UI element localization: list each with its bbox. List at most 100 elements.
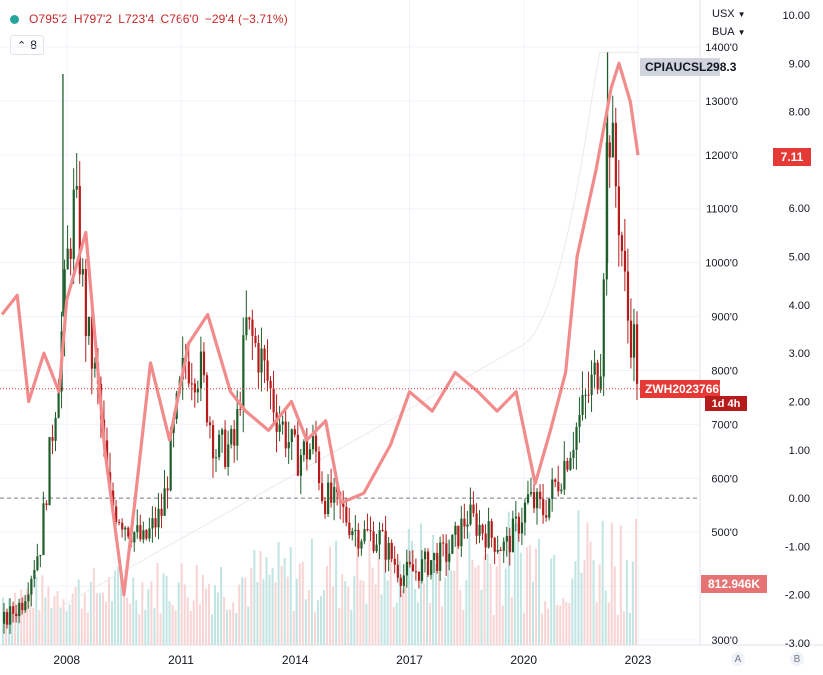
candle-body — [254, 335, 257, 343]
candle-body — [539, 491, 542, 500]
price-tick-label: 1400'0 — [705, 42, 738, 54]
volume-bar — [56, 591, 59, 645]
volume-bar — [353, 575, 356, 645]
cpi-value: 298.3 — [706, 60, 737, 74]
candle-body — [408, 561, 412, 565]
volume-bar — [580, 572, 583, 645]
candle-body — [81, 269, 84, 275]
volume-bar — [465, 579, 468, 645]
volume-bar — [422, 583, 425, 645]
candle-body — [272, 388, 275, 413]
volume-bar — [613, 566, 616, 645]
volume-bar — [368, 540, 371, 645]
volume-bar — [450, 570, 453, 645]
candle-body — [160, 508, 163, 516]
candle-body — [72, 189, 75, 259]
candle-body — [139, 525, 142, 540]
indicator-visibility-button[interactable]: ⌃ 8 — [10, 35, 44, 55]
volume-bar — [532, 581, 534, 645]
volume-bar — [292, 611, 295, 645]
candle-body — [402, 575, 405, 586]
percent-tick-label: 4.00 — [789, 300, 810, 312]
volume-bar — [323, 590, 326, 645]
volume-bar — [553, 554, 556, 645]
candle-body — [205, 375, 209, 423]
volume-bar — [598, 564, 601, 645]
volume-bar — [435, 563, 438, 645]
candle-body — [84, 269, 87, 337]
candle-body — [6, 612, 9, 625]
volume-bar — [189, 610, 192, 645]
volume-bar — [398, 560, 401, 645]
auto-scale-button[interactable]: A — [731, 652, 745, 666]
candle-body — [584, 394, 587, 396]
volume-bar — [416, 602, 419, 645]
candle-body — [314, 435, 318, 452]
unit-selector[interactable]: BUA ▼ — [712, 26, 746, 38]
volume-bar — [95, 593, 98, 645]
volume-bar — [195, 564, 198, 645]
volume-bar — [247, 606, 250, 645]
candle-body — [284, 421, 287, 449]
candle-body — [239, 408, 242, 410]
candle-body — [333, 486, 336, 503]
candle-body — [423, 551, 427, 560]
candle-body — [578, 414, 581, 427]
candle-body — [342, 503, 345, 507]
volume-bar — [419, 523, 422, 645]
candle-body — [33, 569, 36, 579]
candle-body — [487, 521, 490, 548]
candle-body — [27, 594, 30, 602]
base-scale-button[interactable]: B — [790, 652, 804, 666]
candle-body — [45, 503, 48, 506]
candle-body — [230, 429, 233, 445]
candle-body — [12, 606, 15, 614]
volume-bar — [468, 531, 471, 645]
candle-body — [632, 324, 636, 358]
volume-bar — [104, 601, 107, 645]
volume-bar — [362, 581, 365, 645]
candle-body — [560, 489, 563, 492]
candle-body — [218, 434, 221, 458]
volume-bar — [559, 605, 562, 645]
volume-bar — [168, 601, 171, 645]
volume-bar — [80, 608, 83, 645]
volume-bar — [268, 574, 271, 645]
candle-body — [166, 488, 169, 491]
volume-bar — [74, 587, 77, 645]
candle-body — [21, 602, 24, 611]
volume-bar — [604, 590, 607, 645]
percent-tick-label: -3.00 — [785, 638, 810, 650]
candle-body — [157, 508, 160, 528]
volume-bar — [262, 578, 265, 645]
candle-body — [360, 541, 363, 549]
percent-tick-label: 1.00 — [789, 445, 810, 457]
candle-body — [436, 552, 439, 571]
volume-bar — [295, 578, 298, 645]
volume-bar — [201, 574, 204, 645]
volume-bar — [474, 567, 477, 645]
volume-bar — [310, 538, 313, 645]
volume-bar — [389, 542, 392, 645]
volume-bar — [510, 596, 513, 645]
volume-bar — [329, 546, 332, 645]
volume-bar — [592, 559, 595, 645]
currency-selector[interactable]: USX ▼ — [712, 8, 746, 20]
candle-body — [593, 362, 596, 375]
candle-body — [536, 491, 539, 509]
candle-body — [75, 186, 78, 190]
percent-tick-label: 2.00 — [789, 396, 810, 408]
volume-bar — [495, 566, 498, 645]
candle-body — [221, 429, 224, 435]
candle-body — [626, 271, 630, 321]
candle-body — [554, 479, 557, 482]
volume-bar — [207, 583, 210, 645]
volume-bar — [174, 610, 177, 645]
volume-bar — [571, 578, 574, 645]
volume-bar — [271, 567, 274, 645]
volume-bar — [256, 581, 259, 645]
right-axis-value: 7.11 — [780, 150, 804, 164]
volume-bar — [586, 522, 589, 645]
volume-bar — [132, 577, 135, 645]
